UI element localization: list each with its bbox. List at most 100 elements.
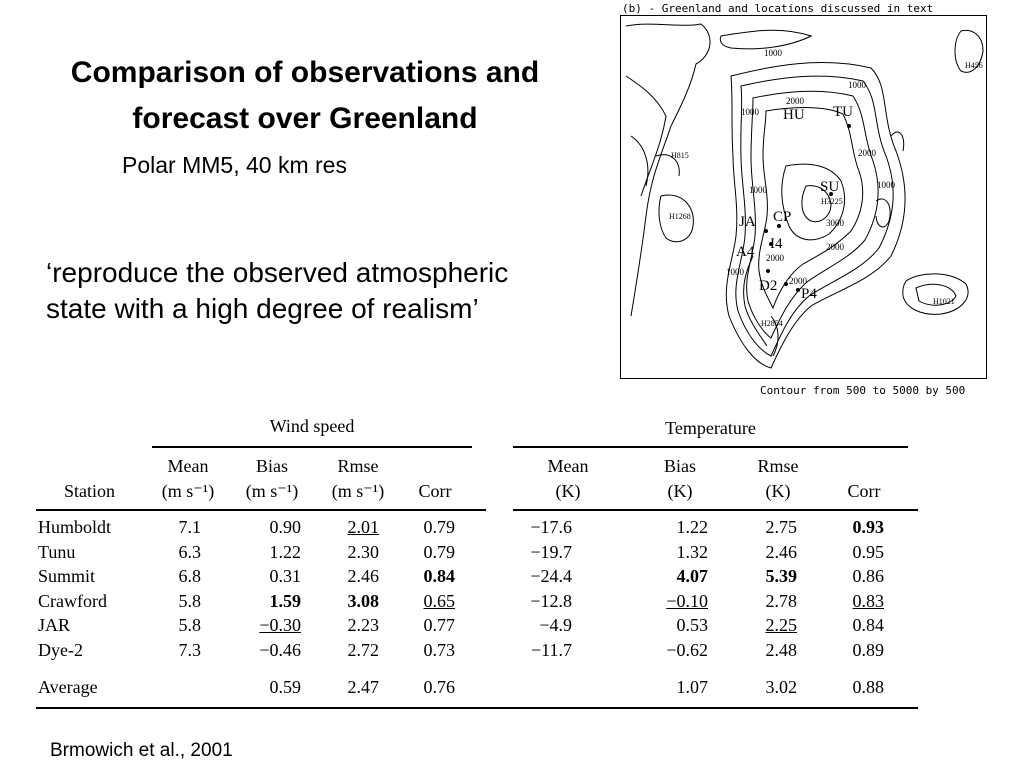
cell-wind-corr: 0.77 xyxy=(423,615,456,635)
station-label-hu: HU xyxy=(783,107,805,123)
average-wind-bias: 0.59 xyxy=(269,677,302,697)
cell-temp-bias: 1.32 xyxy=(676,542,709,562)
greenland-map: 1000 1000 2000 1000 2000 1000 1000 3000 … xyxy=(620,15,987,379)
station-name: Tunu xyxy=(38,542,76,562)
wind-bias-unit: (m s⁻¹) xyxy=(245,481,299,501)
slide-title: Comparison of observations and forecast … xyxy=(70,56,540,135)
header-rule-temp xyxy=(513,509,918,511)
average-temp-corr: 0.88 xyxy=(852,677,885,697)
high-marker-2854: H2854 xyxy=(761,319,783,328)
station-name: Humboldt xyxy=(38,517,112,537)
cell-wind-bias: 0.31 xyxy=(269,566,302,586)
wind-rmse-unit: (m s⁻¹) xyxy=(331,481,385,501)
cell-wind-mean: 5.8 xyxy=(178,615,202,635)
cell-temp-mean: −12.8 xyxy=(530,591,572,611)
cell-temp-rmse: 2.48 xyxy=(765,640,798,660)
cell-temp-bias: −0.10 xyxy=(666,591,708,611)
average-temp-bias: 1.07 xyxy=(676,677,709,697)
cell-wind-bias: 0.90 xyxy=(269,517,302,537)
temp-rmse-header: Rmse xyxy=(757,456,799,476)
contour-label-1000-east: 1000 xyxy=(877,180,896,190)
station-dot-p4 xyxy=(796,288,800,292)
cell-wind-rmse: 2.01 xyxy=(347,517,380,537)
station-label-tu: TU xyxy=(833,104,853,120)
contour-label-2000-east: 2000 xyxy=(858,148,877,158)
station-label-d2: D2 xyxy=(759,278,777,294)
contour-label-1000-ne: 1000 xyxy=(848,80,867,90)
average-label: Average xyxy=(38,677,98,697)
station-label-su: SU xyxy=(820,179,839,195)
cell-wind-mean: 6.3 xyxy=(178,542,202,562)
high-marker-815: H815 xyxy=(671,151,689,160)
header-rule-wind xyxy=(36,509,486,511)
contour-labels: 1000 1000 2000 1000 2000 1000 1000 3000 … xyxy=(726,48,896,286)
temp-bias-unit: (K) xyxy=(667,481,693,501)
high-markers: H456 H815 H1268 H3225 H2854 H1021 xyxy=(669,61,983,328)
station-label-p4: P4 xyxy=(801,286,817,302)
station-name: JAR xyxy=(38,615,71,635)
contour-label-2000-se: 2000 xyxy=(826,242,845,252)
contour-lines xyxy=(625,23,984,369)
station-label-i4: I4 xyxy=(770,236,783,252)
cell-temp-bias: 4.07 xyxy=(676,566,709,586)
wind-mean-unit: (m s⁻¹) xyxy=(161,481,215,501)
contour-label-1000-west2: 1000 xyxy=(749,185,768,195)
temp-group-rule xyxy=(513,446,908,448)
cell-temp-bias: 1.22 xyxy=(676,517,709,537)
cell-wind-corr: 0.73 xyxy=(423,640,456,660)
cell-wind-mean: 7.1 xyxy=(178,517,202,537)
greenland-map-image: 1000 1000 2000 1000 2000 1000 1000 3000 … xyxy=(625,23,984,369)
wind-mean-header: Mean xyxy=(167,456,209,476)
cell-temp-corr: 0.95 xyxy=(852,542,885,562)
station-dot-su xyxy=(829,192,833,196)
wind-corr-header: Corr xyxy=(418,481,452,501)
contour-label-1000-west: 1000 xyxy=(741,107,760,117)
contour-label-2000-sw: 2000 xyxy=(766,253,785,263)
cell-wind-bias: −0.30 xyxy=(259,615,301,635)
wind-bias-header: Bias xyxy=(255,456,288,476)
cell-wind-corr: 0.65 xyxy=(423,591,456,611)
station-name: Crawford xyxy=(38,591,107,611)
average-wind-corr: 0.76 xyxy=(423,677,456,697)
average-wind-rmse: 2.47 xyxy=(347,677,380,697)
cell-wind-bias: 1.22 xyxy=(269,542,302,562)
cell-wind-rmse: 2.72 xyxy=(347,640,380,660)
cell-temp-mean: −19.7 xyxy=(530,542,572,562)
cell-temp-rmse: 2.46 xyxy=(765,542,798,562)
station-label-cp: CP xyxy=(773,209,791,225)
station-dot-i4 xyxy=(769,242,773,246)
contour-label-1000-sw: 1000 xyxy=(726,267,745,277)
cell-wind-corr: 0.79 xyxy=(423,517,456,537)
high-marker-1021: H1021 xyxy=(933,297,955,306)
table-bottom-rule xyxy=(36,707,918,709)
cell-wind-rmse: 2.23 xyxy=(347,615,380,635)
cell-temp-mean: −4.9 xyxy=(539,615,572,635)
average-temp-rmse: 3.02 xyxy=(765,677,798,697)
cell-temp-corr: 0.84 xyxy=(852,615,885,635)
cell-wind-corr: 0.79 xyxy=(423,542,456,562)
cell-wind-bias: −0.46 xyxy=(259,640,301,660)
station-column-header: Station xyxy=(64,481,116,501)
wind-group-header: Wind speed xyxy=(269,416,355,436)
high-marker-456: H456 xyxy=(965,61,983,70)
cell-temp-rmse: 2.78 xyxy=(765,591,798,611)
station-dot-d2 xyxy=(784,282,788,286)
cell-temp-mean: −11.7 xyxy=(531,640,572,660)
contour-label-2000-south: 2000 xyxy=(789,276,808,286)
cell-wind-mean: 6.8 xyxy=(178,566,202,586)
station-markers: HU TU SU CP JA I4 A4 D2 P4 xyxy=(736,104,853,302)
contour-label-2000-north: 2000 xyxy=(786,96,805,106)
citation: Brmowich et al., 2001 xyxy=(50,740,233,761)
cell-wind-mean: 5.8 xyxy=(178,591,202,611)
cell-temp-corr: 0.89 xyxy=(852,640,885,660)
cell-temp-rmse: 2.25 xyxy=(765,615,798,635)
cell-wind-rmse: 2.30 xyxy=(347,542,380,562)
cell-wind-rmse: 2.46 xyxy=(347,566,380,586)
cell-temp-rmse: 2.75 xyxy=(765,517,798,537)
station-dot-tu xyxy=(847,124,851,128)
cell-temp-mean: −24.4 xyxy=(530,566,572,586)
temp-group-header: Temperature xyxy=(665,418,756,438)
station-name: Dye-2 xyxy=(38,640,83,660)
cell-temp-corr: 0.83 xyxy=(852,591,885,611)
slide-subtitle: Polar MM5, 40 km res xyxy=(122,152,347,178)
